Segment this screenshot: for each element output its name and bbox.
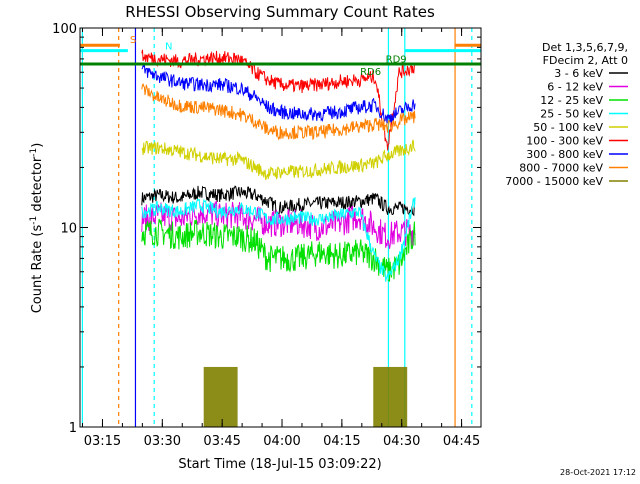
x-tick-label-6: 04:30 bbox=[383, 434, 420, 449]
y-tick-label-3: 100 bbox=[52, 22, 77, 37]
legend-header-2: FDecim 2, Att 0 bbox=[543, 54, 628, 67]
x-tick-label-7: 04:45 bbox=[443, 434, 480, 449]
series-line-8 bbox=[141, 83, 416, 141]
y-axis-label-exp2: -1 bbox=[29, 148, 39, 157]
y-axis-label-main: Count Rate (s bbox=[30, 225, 45, 314]
x-tick-label-1: 03:15 bbox=[84, 434, 121, 449]
y-axis-label-exp1: -1 bbox=[29, 216, 39, 225]
legend-label-9: 7000 - 15000 keV bbox=[505, 175, 603, 188]
series-line-4 bbox=[141, 197, 416, 282]
series-line-1 bbox=[141, 185, 416, 217]
chart-title: RHESSI Observing Summary Count Rates bbox=[125, 3, 435, 21]
legend-label-6: 100 - 300 keV bbox=[526, 135, 603, 148]
x-axis-label: Start Time (18-Jul-15 03:09:22) bbox=[178, 457, 381, 472]
legend-label-4: 25 - 50 keV bbox=[540, 108, 603, 121]
series-line-3 bbox=[141, 218, 416, 282]
y-tick-label-2: 10 bbox=[60, 222, 77, 237]
series-line-5 bbox=[141, 139, 416, 181]
x-tick-label-4: 04:00 bbox=[263, 434, 300, 449]
legend-label-2: 6 - 12 keV bbox=[547, 81, 603, 94]
legend-label-8: 800 - 7000 keV bbox=[519, 162, 603, 175]
axes: 03:15 03:30 03:45 04:00 04:15 04:30 04:45 1 10 10… bbox=[52, 22, 482, 449]
y-axis-label: Count Rate (s-1 detector-1) bbox=[29, 143, 45, 314]
annotation-label-2: N bbox=[165, 42, 172, 53]
legend-label-7: 300 - 800 keV bbox=[526, 148, 603, 161]
timestamp-label: 28-Oct-2021 17:12 bbox=[560, 468, 636, 477]
legend-label-1: 3 - 6 keV bbox=[554, 67, 603, 80]
x-tick-label-5: 04:15 bbox=[323, 434, 360, 449]
y-axis-label-tail: detector bbox=[30, 156, 45, 216]
annotation-label-3: RD6 bbox=[360, 67, 381, 78]
olive-burst-2 bbox=[373, 366, 408, 427]
x-tick-label-2: 03:30 bbox=[144, 434, 181, 449]
legend-label-3: 12 - 25 keV bbox=[540, 94, 603, 107]
x-tick-label-3: 03:45 bbox=[203, 434, 240, 449]
olive-burst-1 bbox=[203, 366, 238, 427]
series-line-7 bbox=[141, 64, 416, 124]
y-tick-label-1: 1 bbox=[69, 421, 77, 436]
legend-header-1: Det 1,3,5,6,7,9, bbox=[542, 41, 628, 54]
series-line-6 bbox=[141, 49, 416, 151]
y-axis-label-close: ) bbox=[30, 143, 45, 148]
annotation-label-1: S bbox=[130, 35, 136, 46]
plot-area: S N RD6 RD9 bbox=[80, 28, 481, 427]
legend-label-5: 50 - 100 keV bbox=[533, 121, 603, 134]
annotation-label-4: RD9 bbox=[386, 55, 407, 66]
